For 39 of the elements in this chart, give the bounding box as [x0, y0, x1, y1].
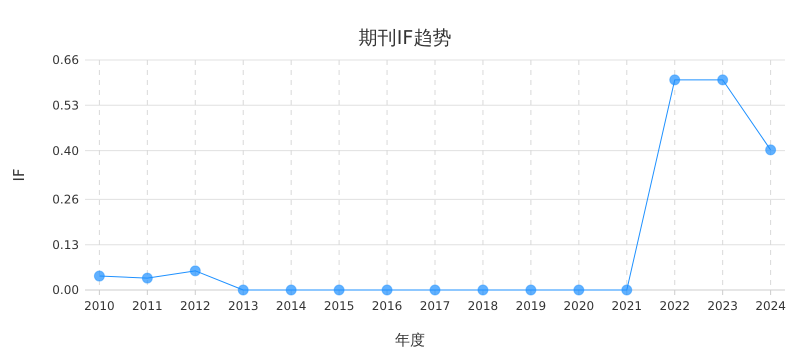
x-tick-label: 2018: [468, 299, 498, 313]
y-axis-title: IF: [10, 168, 28, 182]
point: [669, 74, 680, 86]
x-axis-title: 年度: [395, 331, 425, 349]
point: [717, 74, 728, 86]
x-tick-label: 2015: [324, 299, 354, 313]
x-tick-label: 2012: [180, 299, 211, 313]
point: [477, 284, 488, 296]
point: [190, 265, 201, 276]
chart-title: 期刊IF趋势: [358, 27, 452, 49]
point: [621, 284, 632, 296]
y-tick-label: 0.66: [52, 53, 79, 68]
y-tick-label: 0.53: [52, 98, 79, 113]
x-tick-label: 2024: [755, 299, 786, 313]
x-tick-label: 2021: [612, 299, 642, 313]
x-tick-label: 2023: [707, 299, 738, 313]
x-tick-label: 2019: [516, 299, 546, 313]
x-tick-label: 2017: [420, 299, 450, 313]
point: [334, 284, 345, 296]
x-tick-label: 2010: [84, 299, 115, 313]
x-tick-label: 2020: [564, 299, 594, 313]
point: [94, 270, 105, 282]
x-tick-label: 2014: [276, 299, 306, 313]
point: [382, 284, 393, 296]
x-tick-label: 2011: [132, 299, 163, 313]
y-tick-label: 0.00: [52, 283, 79, 298]
x-tick-label: 2022: [659, 299, 690, 313]
x-tick-label: 2016: [372, 299, 402, 313]
point: [573, 284, 584, 296]
y-tick-label: 0.13: [52, 238, 79, 252]
y-tick-label: 0.26: [52, 192, 79, 207]
point: [142, 272, 153, 284]
point: [525, 284, 536, 296]
point: [286, 284, 297, 296]
x-tick-label: 2013: [228, 299, 258, 313]
point: [430, 284, 440, 296]
point: [765, 144, 776, 156]
y-tick-label: 0.40: [52, 144, 79, 158]
point: [238, 284, 249, 296]
